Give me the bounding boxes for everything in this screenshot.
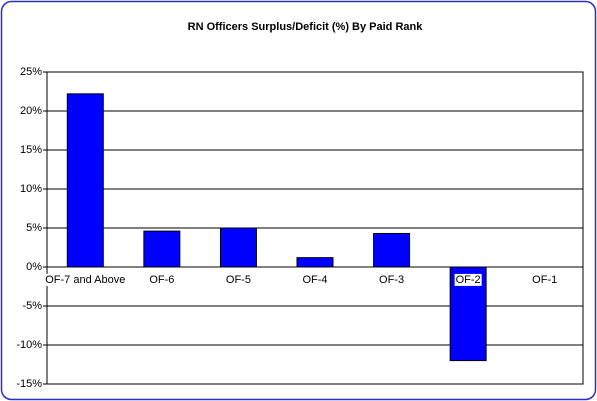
label-background (301, 273, 329, 286)
x-tick-label: OF-1 (532, 274, 557, 286)
bar (66, 93, 104, 268)
y-tick-label: 25% (20, 66, 42, 78)
label-background (148, 273, 176, 286)
bar (296, 257, 334, 268)
x-tick-label: OF-7 and Above (45, 274, 125, 286)
bar (143, 230, 181, 268)
label-background (531, 273, 559, 286)
label-background (454, 273, 482, 286)
x-tick-label: OF-4 (302, 274, 327, 286)
y-tick-label: 5% (26, 222, 42, 234)
y-tick-label: 0% (26, 261, 42, 273)
x-tick-label: OF-2 (456, 274, 481, 286)
label-background (44, 273, 127, 286)
label-background (378, 273, 406, 286)
y-tick-label: 15% (20, 144, 42, 156)
y-tick-label: 10% (20, 183, 42, 195)
y-tick-label: -5% (22, 300, 42, 312)
bar (219, 227, 257, 268)
y-tick-label: -10% (16, 339, 42, 351)
y-tick-label: -15% (16, 378, 42, 390)
x-tick-label: OF-6 (149, 274, 174, 286)
bar (373, 232, 411, 268)
label-background (224, 273, 252, 286)
y-tick-label: 20% (20, 105, 42, 117)
x-tick-label: OF-3 (379, 274, 404, 286)
chart-title: RN Officers Surplus/Deficit (%) By Paid … (187, 21, 423, 33)
x-tick-label: OF-5 (226, 274, 251, 286)
